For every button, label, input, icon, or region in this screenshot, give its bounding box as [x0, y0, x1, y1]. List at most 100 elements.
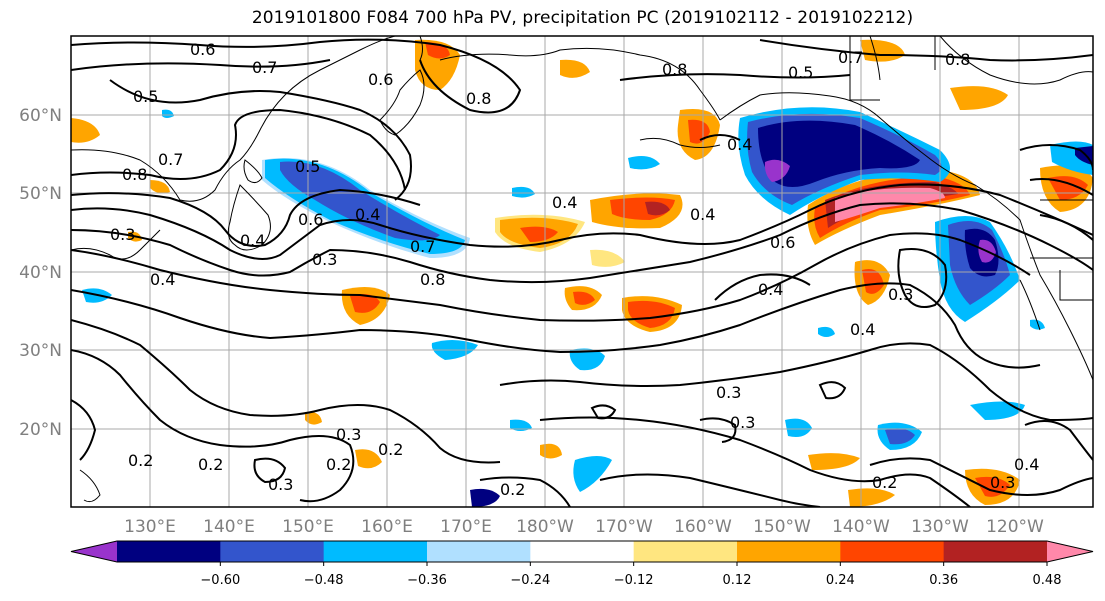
fill-orange — [808, 453, 860, 470]
colorbar-tick-label: −0.24 — [510, 573, 550, 588]
colorbar-ext-low — [71, 541, 117, 562]
fill-red — [573, 291, 595, 305]
lat-label: 50°N — [19, 184, 62, 204]
fill-cyan — [628, 156, 660, 170]
contour-label: 0.5 — [133, 87, 158, 106]
contour-label: 0.3 — [888, 285, 913, 304]
contour-label: 0.6 — [368, 70, 393, 89]
colorbar-bin — [323, 541, 428, 562]
contour-label: 0.7 — [410, 237, 435, 256]
lon-label: 180°W — [516, 517, 574, 537]
lat-label: 30°N — [19, 341, 62, 361]
fill-cyan — [512, 186, 535, 198]
precip-anomaly-fills — [71, 39, 1093, 507]
contour-label: 0.6 — [190, 40, 215, 59]
colorbar-tick-label: 0.24 — [826, 573, 855, 588]
contour-label: 0.7 — [158, 150, 183, 169]
pv-contours — [71, 38, 1093, 507]
fill-red — [350, 294, 380, 313]
colorbar-bin — [530, 541, 635, 562]
fill-cyan — [818, 326, 835, 337]
contour-label: 0.4 — [1014, 455, 1039, 474]
fill-cyan — [1030, 319, 1045, 330]
fill-darkred — [645, 201, 670, 216]
lon-label: 140°E — [203, 517, 255, 537]
contour-label: 0.3 — [110, 225, 135, 244]
fill-cyan — [970, 401, 1025, 420]
fill-medblue — [885, 428, 915, 445]
colorbar-tick-label: 0.12 — [723, 573, 752, 588]
lon-label: 140°W — [832, 517, 890, 537]
fill-orange — [950, 86, 1008, 110]
fill-navy — [758, 120, 920, 187]
colorbar-tick-label: 0.48 — [1033, 573, 1062, 588]
colorbar-tick-label: −0.60 — [200, 573, 240, 588]
colorbar-bin — [117, 541, 221, 562]
contour-label: 0.2 — [128, 451, 153, 470]
lon-label: 170°W — [595, 517, 653, 537]
colorbar-bin — [427, 541, 531, 562]
contour-label: 0.2 — [198, 455, 223, 474]
lon-label: 130°W — [911, 517, 969, 537]
colorbar-bin — [737, 541, 841, 562]
lon-label: 150°E — [282, 517, 334, 537]
fill-orange — [560, 59, 590, 78]
contour-label: 0.4 — [690, 205, 715, 224]
colorbar-bin — [840, 541, 945, 562]
colorbar-tick-label: −0.36 — [407, 573, 447, 588]
contour-label: 0.2 — [378, 440, 403, 459]
contour-label: 0.7 — [838, 48, 863, 67]
contour-label: 0.2 — [326, 455, 351, 474]
fill-cyan — [573, 456, 612, 492]
fill-orange — [150, 180, 170, 194]
lat-label: 40°N — [19, 263, 62, 283]
contour-label: 0.3 — [336, 425, 361, 444]
fill-orange — [71, 118, 100, 143]
colorbar-tick-label: −0.12 — [614, 573, 654, 588]
fill-purple — [764, 159, 790, 182]
colorbar-bin — [943, 541, 1048, 562]
contour-label: 0.8 — [466, 89, 491, 108]
fill-red — [1048, 176, 1088, 200]
lon-label: 150°W — [753, 517, 811, 537]
fill-red — [520, 226, 558, 242]
fill-pink — [835, 187, 945, 222]
fill-red — [862, 269, 884, 294]
lon-label: 160°E — [361, 517, 413, 537]
contour-label: 0.4 — [240, 231, 265, 250]
contour-label: 0.2 — [872, 473, 897, 492]
lat-label: 20°N — [19, 420, 62, 440]
fill-orange — [848, 488, 895, 507]
colorbar-bin — [220, 541, 325, 562]
fill-yellow — [590, 249, 625, 267]
contour-labels: 0.6 0.7 0.5 0.6 0.8 0.7 0.5 0.8 0.7 0.8 … — [110, 40, 1039, 499]
contour-label: 0.4 — [552, 193, 577, 212]
fill-cyan — [569, 348, 605, 371]
contour-label: 0.3 — [716, 383, 741, 402]
colorbar-tick-label: −0.48 — [304, 573, 344, 588]
contour-label: 0.4 — [850, 320, 875, 339]
contour-label: 0.5 — [295, 157, 320, 176]
lon-label: 170°E — [440, 517, 492, 537]
contour-label: 0.4 — [727, 135, 752, 154]
contour-label: 0.3 — [312, 250, 337, 269]
contour-label: 0.2 — [500, 480, 525, 499]
fill-cyan — [510, 419, 532, 431]
contour-label: 0.8 — [122, 165, 147, 184]
contour-label: 0.4 — [758, 280, 783, 299]
colorbar-tick-label: 0.36 — [929, 573, 958, 588]
colorbar-bin — [633, 541, 738, 562]
contour-label: 0.5 — [788, 63, 813, 82]
map-title: 2019101800 F084 700 hPa PV, precipitatio… — [251, 8, 914, 28]
colorbar-outline — [70, 540, 1094, 563]
fill-orange — [305, 411, 322, 425]
fill-orange — [540, 443, 562, 459]
lon-label: 120°W — [986, 517, 1044, 537]
colorbar-ext-high — [1047, 541, 1093, 562]
contour-label: 0.3 — [268, 475, 293, 494]
contour-label: 0.8 — [662, 60, 687, 79]
contour-label: 0.8 — [945, 50, 970, 69]
fill-navy — [470, 488, 500, 507]
contour-label: 0.7 — [252, 58, 277, 77]
